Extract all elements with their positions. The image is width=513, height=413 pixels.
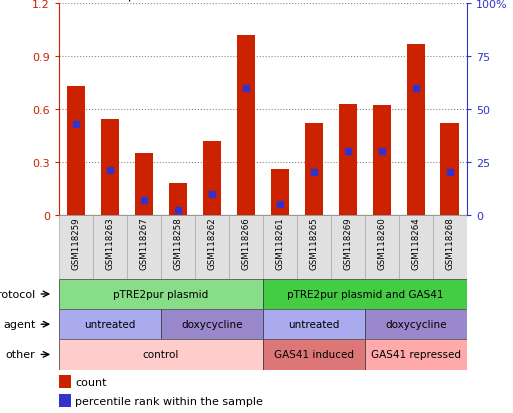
Point — [174, 208, 182, 214]
Bar — [203, 141, 221, 215]
Text: GSM118259: GSM118259 — [71, 217, 81, 270]
Bar — [399, 215, 433, 279]
Text: GSM118262: GSM118262 — [207, 217, 216, 270]
Point — [446, 170, 454, 176]
Text: GSM118269: GSM118269 — [343, 217, 352, 270]
Text: doxycycline: doxycycline — [181, 319, 243, 330]
Bar — [101, 120, 120, 215]
Bar — [59, 394, 71, 407]
Bar — [305, 124, 323, 215]
Bar — [59, 279, 263, 309]
Text: GAS41 induced: GAS41 induced — [274, 349, 354, 360]
Text: GSM118267: GSM118267 — [140, 217, 148, 270]
Bar — [339, 104, 357, 215]
Bar — [161, 215, 195, 279]
Point — [378, 149, 386, 155]
Text: GSM118265: GSM118265 — [309, 217, 319, 270]
Bar — [67, 87, 85, 215]
Bar — [297, 215, 331, 279]
Bar — [263, 339, 365, 370]
Bar — [134, 154, 153, 215]
Text: GSM118264: GSM118264 — [411, 217, 420, 270]
Bar — [331, 215, 365, 279]
Bar — [365, 215, 399, 279]
Bar — [433, 215, 467, 279]
Point — [412, 85, 420, 92]
Text: GSM118266: GSM118266 — [242, 217, 250, 270]
Point — [276, 201, 284, 208]
Bar — [161, 309, 263, 339]
Point — [106, 168, 114, 174]
Text: pTRE2pur plasmid: pTRE2pur plasmid — [113, 289, 209, 299]
Text: count: count — [75, 377, 107, 387]
Point — [310, 170, 318, 176]
Bar — [93, 215, 127, 279]
Bar — [263, 309, 365, 339]
Bar — [365, 339, 467, 370]
Text: other: other — [6, 349, 35, 360]
Text: GSM118263: GSM118263 — [106, 217, 114, 270]
Text: untreated: untreated — [288, 319, 340, 330]
Point — [140, 197, 148, 204]
Bar — [263, 279, 467, 309]
Bar — [270, 169, 289, 215]
Point — [208, 191, 216, 197]
Text: GDS2170 / 255031: GDS2170 / 255031 — [59, 0, 190, 3]
Text: control: control — [143, 349, 179, 360]
Bar — [195, 215, 229, 279]
Bar — [127, 215, 161, 279]
Text: pTRE2pur plasmid and GAS41: pTRE2pur plasmid and GAS41 — [287, 289, 443, 299]
Text: GSM118268: GSM118268 — [445, 217, 455, 270]
Bar — [59, 215, 93, 279]
Bar — [59, 375, 71, 388]
Bar — [263, 215, 297, 279]
Bar — [229, 215, 263, 279]
Bar — [59, 339, 263, 370]
Text: percentile rank within the sample: percentile rank within the sample — [75, 396, 263, 406]
Bar — [441, 124, 459, 215]
Bar — [372, 106, 391, 215]
Text: doxycycline: doxycycline — [385, 319, 447, 330]
Point — [242, 85, 250, 92]
Bar — [236, 36, 255, 215]
Text: agent: agent — [3, 319, 35, 330]
Bar — [365, 309, 467, 339]
Text: GAS41 repressed: GAS41 repressed — [371, 349, 461, 360]
Text: untreated: untreated — [84, 319, 135, 330]
Text: GSM118258: GSM118258 — [173, 217, 183, 270]
Text: GSM118260: GSM118260 — [378, 217, 386, 270]
Bar — [406, 45, 425, 215]
Text: protocol: protocol — [0, 289, 35, 299]
Point — [72, 121, 80, 128]
Bar — [59, 309, 161, 339]
Bar — [169, 183, 187, 215]
Point — [344, 149, 352, 155]
Text: GSM118261: GSM118261 — [275, 217, 284, 270]
